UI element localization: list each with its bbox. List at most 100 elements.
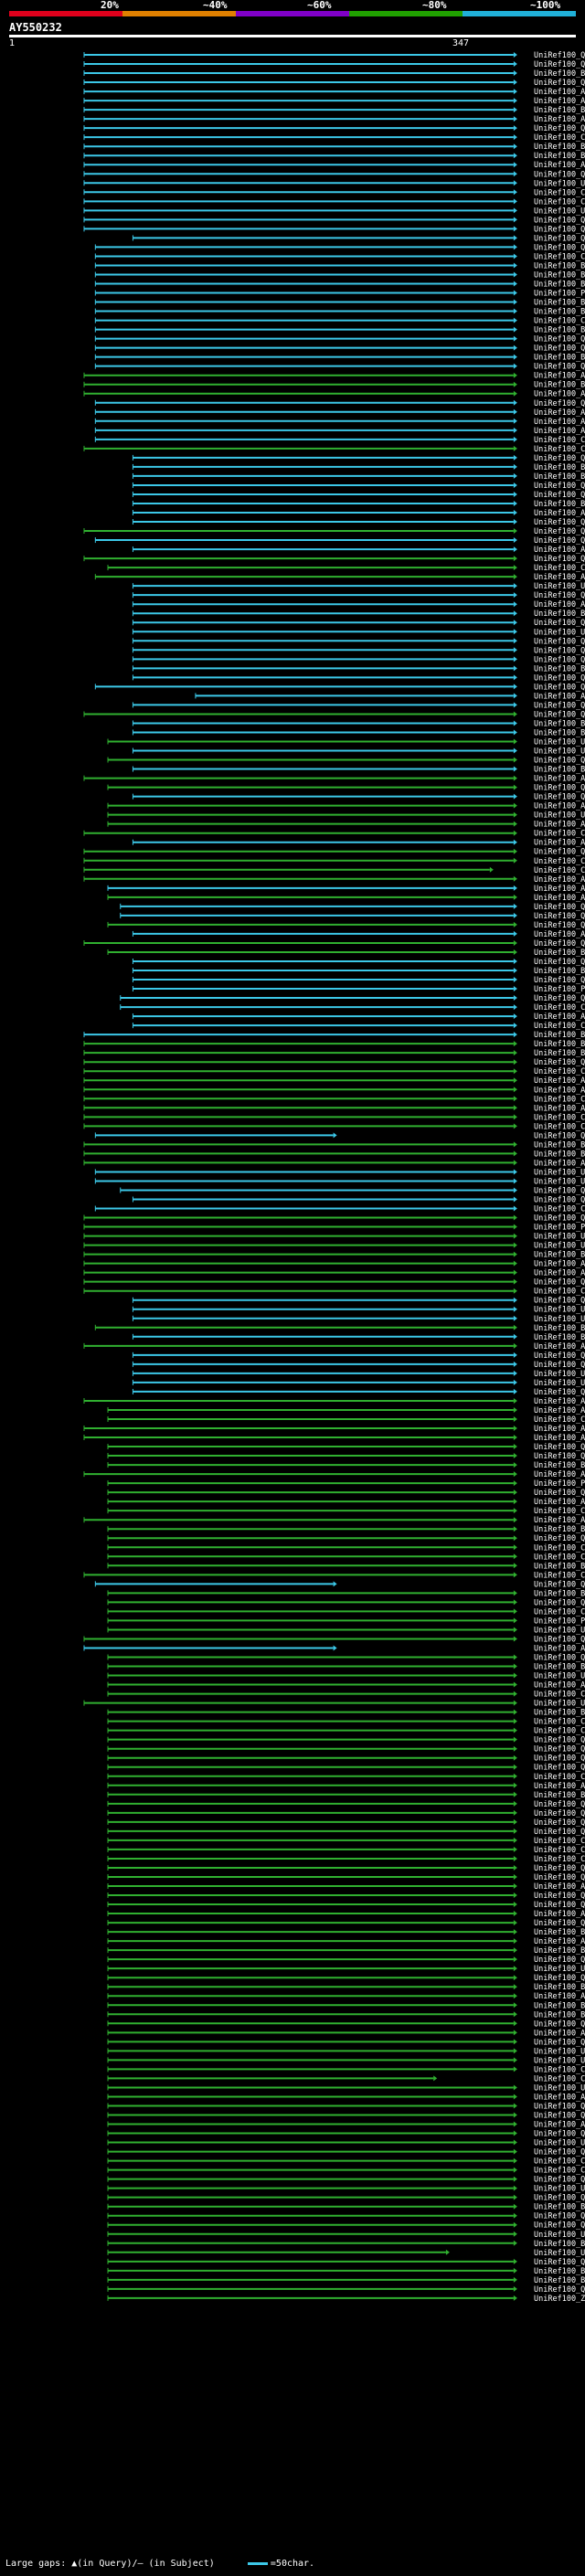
- hit-label[interactable]: UniRef100_B0WZE6: [534, 766, 585, 775]
- hit-label[interactable]: UniRef100_A7AU50: [534, 2029, 585, 2038]
- hit-row[interactable]: UniRef100_Q08112: [83, 51, 585, 60]
- hit-label[interactable]: UniRef100_Q4QXQ6: [534, 591, 585, 600]
- hit-label[interactable]: UniRef100_Q4SBM5: [534, 2176, 585, 2185]
- hit-label[interactable]: UniRef100_Q6SSV9: [534, 757, 585, 766]
- hit-row[interactable]: UniRef100_A3EM15: [83, 1260, 585, 1269]
- hit-row[interactable]: UniRef100_Q9LD48: [94, 1131, 585, 1140]
- hit-label[interactable]: UniRef100_UP1000..: [534, 2231, 585, 2240]
- hit-label[interactable]: UniRef100_B0CUN8: [534, 664, 585, 673]
- hit-row[interactable]: UniRef100_A0E6B4: [107, 885, 585, 894]
- hit-row[interactable]: UniRef100_Q4P4X3: [132, 793, 585, 802]
- hit-row[interactable]: UniRef100_A9Q237: [107, 802, 585, 811]
- hit-label[interactable]: UniRef100_C5DEQ1: [534, 1837, 585, 1846]
- hit-row[interactable]: UniRef100_A7TPL9: [83, 1470, 585, 1479]
- hit-row[interactable]: UniRef100_C7YHU8: [83, 1288, 585, 1297]
- hit-label[interactable]: UniRef100_C4QYM1: [534, 2065, 585, 2074]
- hit-row[interactable]: UniRef100_Q3UK70: [132, 1388, 585, 1397]
- hit-row[interactable]: UniRef100_B6QPE1: [83, 1140, 585, 1150]
- hit-label[interactable]: UniRef100_Q4X5M3: [534, 1764, 585, 1773]
- hit-row[interactable]: UniRef100_UP1000..: [132, 747, 585, 757]
- hit-label[interactable]: UniRef100_C1BHW8: [534, 1113, 585, 1122]
- hit-label[interactable]: UniRef100_A9S4H4: [534, 372, 585, 381]
- hit-row[interactable]: UniRef100_C1HXC1: [107, 1855, 585, 1864]
- hit-label[interactable]: UniRef100_Q6B146: [534, 1919, 585, 1928]
- hit-row[interactable]: UniRef100_Q0U6J3: [83, 1214, 585, 1224]
- hit-row[interactable]: UniRef100_Q6SSV9: [107, 757, 585, 766]
- hit-label[interactable]: UniRef100_Q23728: [534, 2258, 585, 2267]
- hit-row[interactable]: UniRef100_Q7RRE8: [83, 939, 585, 949]
- hit-label[interactable]: UniRef100_B3WEO8: [534, 1562, 585, 1571]
- hit-label[interactable]: UniRef100_B6SI14: [534, 299, 585, 308]
- hit-label[interactable]: UniRef100_Q6DP22: [534, 1635, 585, 1644]
- hit-row[interactable]: UniRef100_Q4QZR7: [132, 518, 585, 527]
- hit-row[interactable]: UniRef100_Q7S1F1: [83, 848, 585, 857]
- hit-row[interactable]: UniRef100_UP1000..: [132, 1306, 585, 1315]
- hit-row[interactable]: UniRef100_B6UGP9: [94, 281, 585, 290]
- hit-label[interactable]: UniRef100_C5M719: [534, 1122, 585, 1131]
- hit-row[interactable]: UniRef100_Q8L4R2: [132, 454, 585, 463]
- hit-label[interactable]: UniRef100_P70066: [534, 1617, 585, 1626]
- hit-label[interactable]: UniRef100_C1FDW0: [534, 445, 585, 454]
- hit-row[interactable]: UniRef100_B6U4T6: [107, 1946, 585, 1956]
- hit-label[interactable]: UniRef100_UP1000..: [534, 2139, 585, 2148]
- hit-row[interactable]: UniRef100_C1G8T1: [83, 857, 585, 866]
- hit-label[interactable]: UniRef100_Q4KTC7: [534, 683, 585, 692]
- hit-row[interactable]: UniRef100_A7XCW3: [94, 573, 585, 582]
- hit-label[interactable]: UniRef100_A4HCH1: [534, 2121, 585, 2130]
- hit-label[interactable]: UniRef100_Q2XSC2: [534, 701, 585, 710]
- hit-label[interactable]: UniRef100_UP1000..: [534, 1315, 585, 1324]
- hit-label[interactable]: UniRef100_A9T4N2: [534, 408, 585, 418]
- hit-label[interactable]: UniRef100_Q4N3D7: [534, 1828, 585, 1837]
- hit-label[interactable]: UniRef100_A2I410: [534, 775, 585, 784]
- hit-row[interactable]: UniRef100_B6QMA2: [107, 1461, 585, 1470]
- hit-row[interactable]: UniRef100_B6K1E4: [107, 2010, 585, 2019]
- hit-label[interactable]: UniRef100_Q4XWM5: [534, 1901, 585, 1910]
- hit-label[interactable]: UniRef100_C4YKZE: [534, 564, 585, 573]
- hit-label[interactable]: UniRef100_C9ZRK2: [534, 2157, 585, 2167]
- hit-row[interactable]: UniRef100_B4E8T6: [107, 2267, 585, 2276]
- hit-label[interactable]: UniRef100_A0E6B5: [534, 875, 585, 885]
- hit-row[interactable]: UniRef100_Q9XYQ9: [120, 1186, 585, 1195]
- hit-row[interactable]: UniRef100_C5M719: [83, 1122, 585, 1131]
- hit-row[interactable]: UniRef100_A4S5Z5: [107, 1992, 585, 2001]
- hit-label[interactable]: UniRef100_B0FVE3: [534, 69, 585, 79]
- hit-label[interactable]: UniRef100_C4R573: [534, 1067, 585, 1076]
- hit-label[interactable]: UniRef100_C5Z0S9: [534, 252, 585, 261]
- hit-label[interactable]: UniRef100_A7TSS0: [534, 1076, 585, 1086]
- hit-label[interactable]: UniRef100_A7MI20: [534, 821, 585, 830]
- hit-label[interactable]: UniRef100_A7RS93: [534, 894, 585, 903]
- hit-row[interactable]: UniRef100_B8BUW5: [132, 719, 585, 728]
- hit-row[interactable]: UniRef100_A6W7H0: [132, 1012, 585, 1022]
- hit-label[interactable]: UniRef100_Q4QZR7: [534, 518, 585, 527]
- hit-label[interactable]: UniRef100_Z4JTF4: [534, 2295, 585, 2304]
- hit-label[interactable]: UniRef100_B6YFY9: [534, 1928, 585, 1937]
- hit-row[interactable]: UniRef100_B5FX08: [107, 2240, 585, 2249]
- hit-row[interactable]: UniRef100_UP1000..: [107, 2231, 585, 2240]
- hit-label[interactable]: UniRef100_A6SFA3: [534, 1910, 585, 1919]
- hit-label[interactable]: UniRef100_A6W7H0: [534, 1012, 585, 1022]
- hit-row[interactable]: UniRef100_B4MPH9: [132, 610, 585, 619]
- hit-label[interactable]: UniRef100_Q6B8R0: [534, 2285, 585, 2295]
- hit-row[interactable]: UniRef100_A3GHH8: [107, 1882, 585, 1892]
- hit-row[interactable]: UniRef100_Q9FY74: [94, 536, 585, 546]
- hit-row[interactable]: UniRef100_Q58HU1: [107, 2038, 585, 2047]
- hit-label[interactable]: UniRef100_UP1000..: [534, 1370, 585, 1379]
- hit-label[interactable]: UniRef100_Q7RRE8: [534, 939, 585, 949]
- hit-label[interactable]: UniRef100_A8BKL6: [534, 1937, 585, 1946]
- hit-label[interactable]: UniRef100_Q4P5I7: [534, 784, 585, 793]
- hit-label[interactable]: UniRef100_Q5WZ00: [534, 1974, 585, 1983]
- hit-row[interactable]: UniRef100_A9T4N2: [94, 408, 585, 418]
- hit-label[interactable]: UniRef100_B8MDW0: [534, 1333, 585, 1342]
- hit-row[interactable]: UniRef100_UP1000..: [132, 628, 585, 637]
- hit-row[interactable]: UniRef100_A9PAQ1: [83, 115, 585, 124]
- hit-row[interactable]: UniRef100_Q2V4R0: [83, 79, 585, 88]
- hit-row[interactable]: UniRef100_A6S458: [83, 1086, 585, 1095]
- hit-row[interactable]: UniRef100_Q9ANB1: [83, 710, 585, 719]
- hit-row[interactable]: UniRef100_B0WZE6: [132, 766, 585, 775]
- hit-row[interactable]: UniRef100_C4QL06: [107, 1846, 585, 1855]
- hit-row[interactable]: UniRef100_A4HZS1: [107, 2093, 585, 2102]
- hit-label[interactable]: UniRef100_Q9LD48: [534, 1131, 585, 1140]
- hit-label[interactable]: UniRef100_Q6TP17: [534, 2019, 585, 2029]
- hit-row[interactable]: UniRef100_B7F31B: [132, 728, 585, 737]
- hit-row[interactable]: UniRef100_UP1000..: [107, 2083, 585, 2093]
